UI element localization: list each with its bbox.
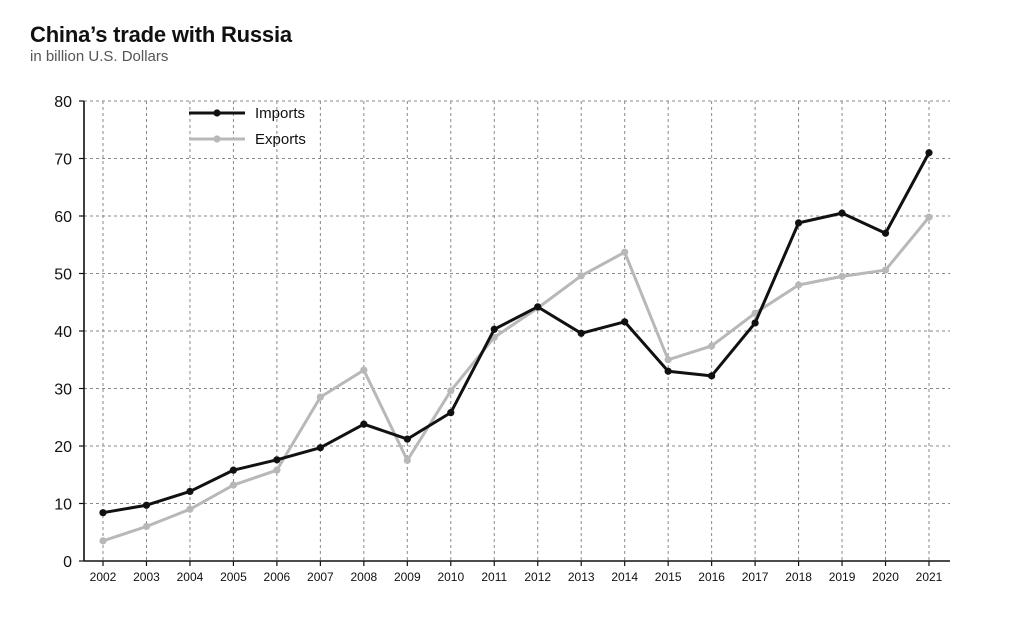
x-tick-label: 2019 bbox=[829, 570, 856, 584]
exports-point bbox=[316, 393, 324, 401]
exports-point bbox=[838, 272, 846, 280]
imports-point bbox=[99, 509, 107, 517]
y-tick-label: 20 bbox=[54, 439, 72, 456]
x-tick-label: 2006 bbox=[264, 570, 291, 584]
y-tick-label: 80 bbox=[54, 94, 72, 111]
x-tick-label: 2009 bbox=[394, 570, 421, 584]
exports-point bbox=[881, 266, 890, 274]
chart-subtitle: in billion U.S. Dollars bbox=[30, 48, 169, 65]
legend-label-imports: Imports bbox=[255, 105, 305, 122]
x-tick-label: 2013 bbox=[568, 570, 595, 584]
exports-point bbox=[925, 213, 933, 221]
imports-point bbox=[273, 456, 281, 464]
imports-point bbox=[794, 219, 803, 227]
series-imports bbox=[99, 149, 933, 517]
imports-point bbox=[881, 229, 890, 237]
imports-line bbox=[102, 152, 931, 515]
legend-item-imports: Imports bbox=[189, 105, 305, 122]
x-tick-label: 2016 bbox=[698, 570, 725, 584]
y-tick-label: 50 bbox=[54, 267, 72, 284]
x-tick-label: 2007 bbox=[307, 570, 334, 584]
imports-point bbox=[360, 420, 368, 428]
series-layer bbox=[99, 149, 933, 545]
x-tick-label: 2014 bbox=[611, 570, 638, 584]
y-tick-label: 10 bbox=[54, 497, 72, 514]
imports-point bbox=[925, 149, 933, 157]
imports-point bbox=[186, 487, 194, 496]
x-axis-ticks: 2002 2003 2004 2005 2006 2007 2008 2009 2010 2011… bbox=[90, 570, 943, 584]
imports-point bbox=[316, 444, 324, 452]
x-tick-label: 2015 bbox=[655, 570, 682, 584]
exports-point bbox=[447, 387, 455, 395]
legend-item-exports: Exports bbox=[189, 131, 306, 148]
x-tick-label: 2020 bbox=[872, 570, 899, 584]
imports-point bbox=[577, 329, 585, 337]
legend-marker-exports bbox=[213, 135, 221, 143]
imports-point bbox=[751, 319, 759, 327]
y-axis-ticks: 0 10 20 30 40 50 60 70 80 bbox=[54, 94, 72, 571]
x-tick-label: 2008 bbox=[350, 570, 377, 584]
grid bbox=[84, 100, 950, 561]
exports-line bbox=[102, 216, 931, 543]
exports-point bbox=[273, 466, 281, 474]
imports-point bbox=[403, 435, 411, 443]
exports-point bbox=[186, 505, 194, 513]
series-exports bbox=[99, 213, 933, 545]
imports-point bbox=[447, 409, 455, 417]
exports-point bbox=[621, 248, 629, 256]
y-tick-label: 40 bbox=[54, 324, 72, 341]
imports-point bbox=[534, 303, 542, 311]
x-tick-label: 2003 bbox=[133, 570, 160, 584]
chart-title: China’s trade with Russia bbox=[30, 22, 292, 47]
y-tick-label: 0 bbox=[63, 554, 72, 571]
x-tick-label: 2011 bbox=[481, 570, 507, 584]
exports-point bbox=[664, 356, 672, 364]
x-tick-label: 2017 bbox=[742, 570, 769, 584]
imports-point bbox=[229, 466, 238, 474]
imports-point bbox=[490, 325, 498, 333]
exports-point bbox=[708, 342, 716, 350]
x-tick-label: 2010 bbox=[437, 570, 464, 584]
exports-point bbox=[794, 281, 803, 289]
exports-point bbox=[577, 272, 585, 280]
x-tick-label: 2005 bbox=[220, 570, 247, 584]
x-tick-label: 2018 bbox=[785, 570, 812, 584]
exports-point bbox=[142, 522, 151, 531]
y-tick-label: 70 bbox=[54, 152, 72, 169]
exports-point bbox=[360, 366, 368, 374]
y-tick-label: 30 bbox=[54, 382, 72, 399]
x-tick-label: 2002 bbox=[90, 570, 117, 584]
exports-point bbox=[751, 309, 759, 317]
imports-point bbox=[664, 367, 672, 375]
x-tick-label: 2012 bbox=[524, 570, 551, 584]
x-tick-label: 2021 bbox=[916, 570, 943, 584]
y-tick-label: 60 bbox=[54, 209, 72, 226]
legend-label-exports: Exports bbox=[255, 131, 306, 148]
legend-marker-imports bbox=[213, 109, 221, 117]
exports-point bbox=[403, 456, 411, 464]
legend: Imports Exports bbox=[189, 105, 306, 148]
axes bbox=[79, 100, 950, 566]
imports-point bbox=[708, 372, 716, 380]
imports-point bbox=[621, 318, 629, 326]
x-tick-label: 2004 bbox=[177, 570, 204, 584]
imports-point bbox=[142, 501, 151, 509]
exports-point bbox=[229, 481, 238, 489]
imports-point bbox=[838, 209, 846, 217]
exports-point bbox=[99, 537, 107, 545]
